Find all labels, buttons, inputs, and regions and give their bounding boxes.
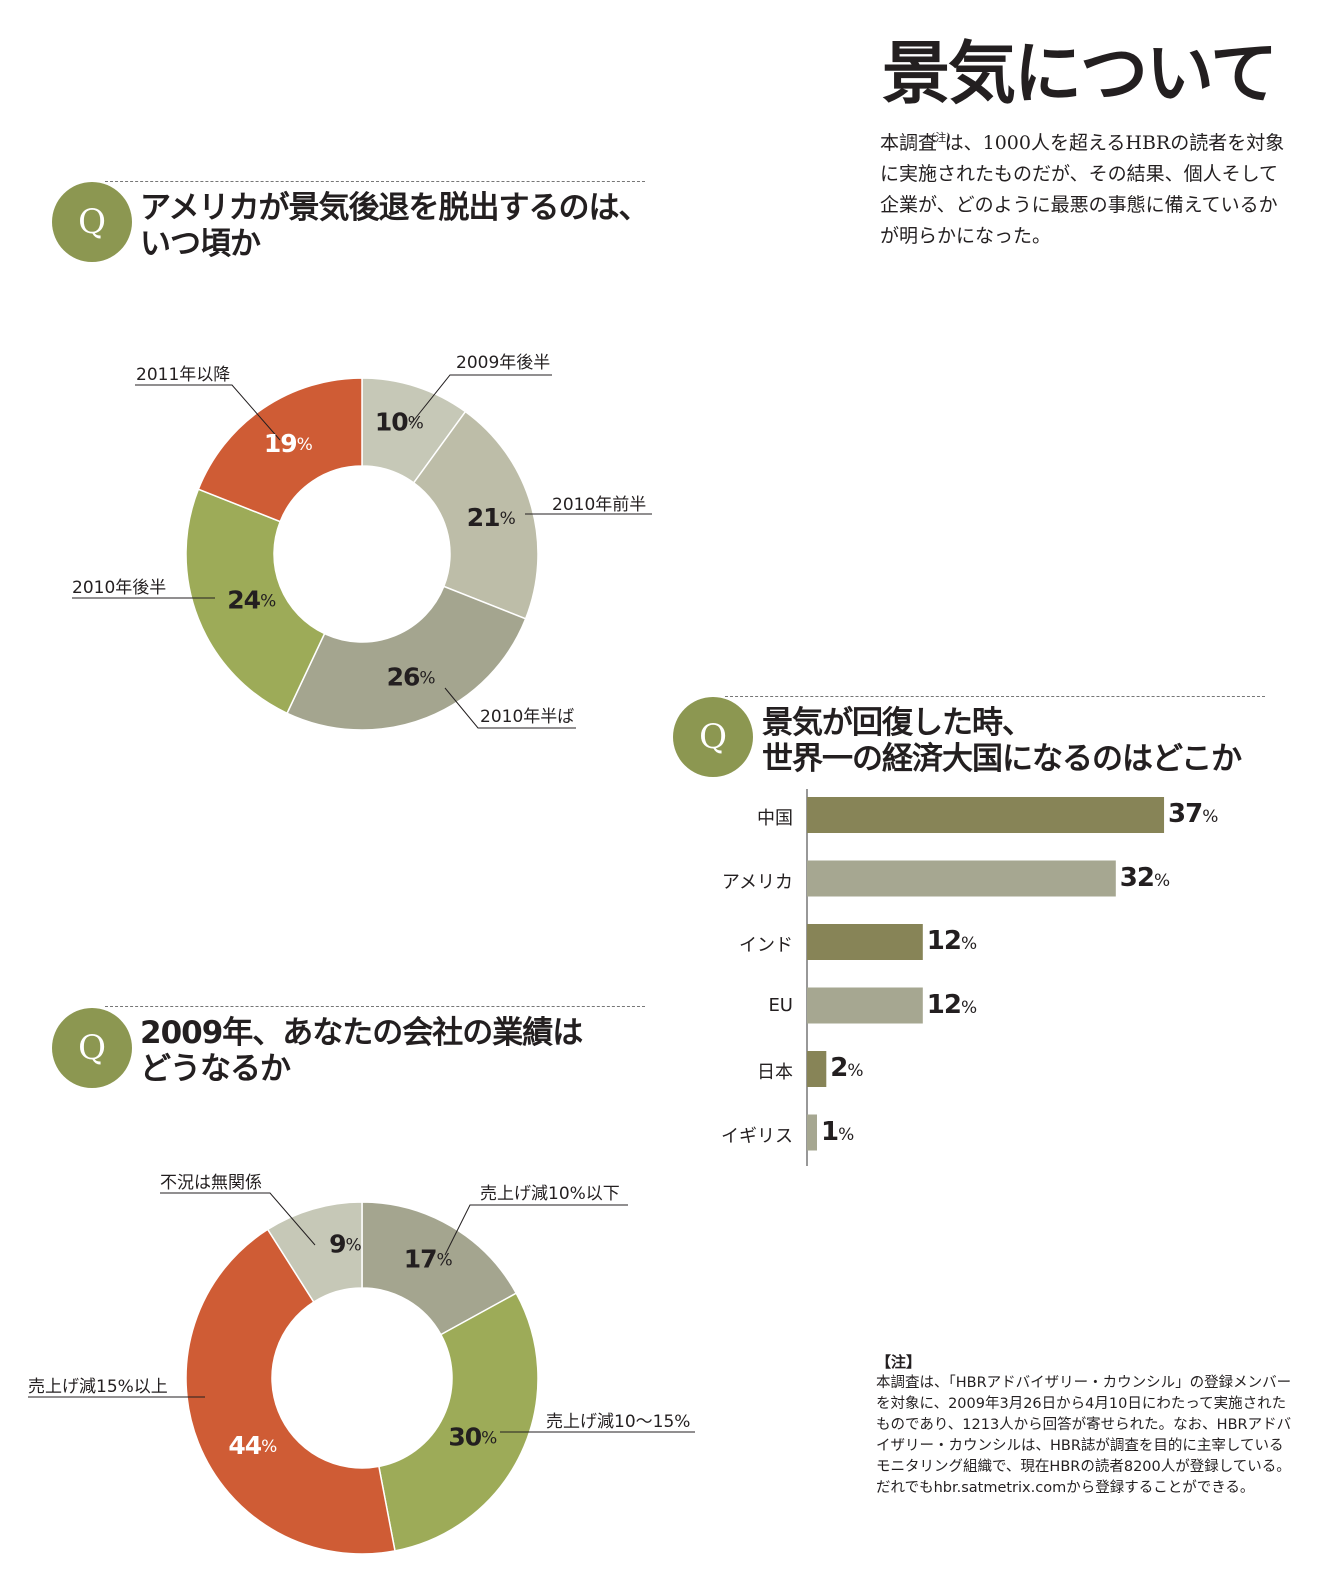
q1-title: アメリカが景気後退を脱出するのは、 いつ頃か <box>140 190 649 262</box>
footnote-title: 【注】 <box>876 1353 922 1371</box>
q1-title-line1: アメリカが景気後退を脱出するのは、 <box>140 190 649 226</box>
q3-title-line2: どうなるか <box>140 1051 291 1087</box>
donut3-label-2: 売上げ減10〜15% <box>546 1412 690 1432</box>
donut1-label-1: 2009年後半 <box>456 353 550 373</box>
donut1-slice-2 <box>412 410 539 620</box>
donut3-slice-2 <box>377 1292 539 1552</box>
bar-3 <box>807 924 923 960</box>
intro-note-mark: (注) <box>931 131 951 144</box>
bar-6 <box>807 1114 817 1151</box>
donut1-leader-1 <box>409 374 552 426</box>
bar-value-3: 12% <box>926 926 977 956</box>
q2-title-line2: 世界一の経済大国になるのはどこか <box>762 741 1242 777</box>
bar-value-5: 2% <box>830 1053 863 1083</box>
bar-label-3: インド <box>739 935 793 956</box>
intro-text: 本調査(注)は、1000人を超えるHBRの読者を対象に実施されたものだが、その結… <box>880 128 1290 252</box>
bar-label-2: アメリカ <box>721 871 793 893</box>
donut1-slice-3 <box>286 585 527 731</box>
q1-divider <box>105 181 645 182</box>
q3-divider <box>105 1006 645 1007</box>
bar-1 <box>807 797 1165 833</box>
donut1-label-4: 2010年後半 <box>72 578 166 598</box>
donut1-donut: 2009年後半 2010年前半 2010年半ば 2010年後半 2011年以降 <box>72 353 652 731</box>
bar-label-6: イギリス <box>721 1125 793 1147</box>
donut3-leader-4 <box>160 1192 316 1246</box>
donut3-slice-1 <box>361 1201 518 1336</box>
donut1-value-3: 26% <box>387 663 436 692</box>
bar-label-5: 日本 <box>757 1062 793 1083</box>
donut1-value-2: 21% <box>467 503 516 532</box>
bar-4 <box>807 987 923 1024</box>
donut1-value-1: 10% <box>375 407 424 436</box>
intro-after: は、1000人を超えるHBRの読者を対象に実施されたものだが、その結果、個人そし… <box>880 132 1285 247</box>
intro-before: 本調査 <box>880 132 938 154</box>
donut1-leader-5 <box>135 384 281 441</box>
donut3-leader-1 <box>444 1204 628 1256</box>
q1-title-line2: いつ頃か <box>140 226 261 262</box>
bar-2 <box>807 860 1116 897</box>
bar-label-4: EU <box>768 994 793 1016</box>
donut3-value-4: 9% <box>329 1229 361 1258</box>
bar-label-1: 中国 <box>757 808 793 829</box>
bar-value-6: 1% <box>821 1116 854 1147</box>
q2-title: 景気が回復した時、 世界一の経済大国になるのはどこか <box>762 705 1242 777</box>
donut1-label-3: 2010年半ば <box>480 707 574 727</box>
donut1-leader-3 <box>444 687 576 729</box>
q3-title: 2009年、あなたの会社の業績は どうなるか <box>140 1015 583 1087</box>
donut1-value-4: 24% <box>227 586 276 615</box>
bar-value-4: 12% <box>926 989 977 1020</box>
footnote: 【注】 本調査は、「HBRアドバイザリー・カウンシル」の登録メンバーを対象に、2… <box>876 1352 1296 1499</box>
donut3-value-2: 30% <box>448 1423 497 1452</box>
donut3-label-4: 不況は無関係 <box>160 1173 262 1193</box>
donut3-value-3: 44% <box>228 1431 277 1460</box>
q3-badge: Q <box>52 1008 132 1088</box>
q2-title-line1: 景気が回復した時、 <box>762 705 1033 741</box>
q2-badge: Q <box>673 697 753 777</box>
bar-value-2: 32% <box>1119 862 1170 893</box>
donut3-label-1: 売上げ減10%以下 <box>480 1184 620 1204</box>
donut1-slice-5 <box>197 377 363 523</box>
donut1-label-5: 2011年以降 <box>136 365 230 385</box>
q1-badge: Q <box>52 182 132 262</box>
q3-title-line1: 2009年、あなたの会社の業績は <box>140 1015 583 1051</box>
donut3-value-1: 17% <box>404 1245 453 1274</box>
bar-value-1: 37% <box>1168 799 1218 829</box>
donut3-slice-4 <box>266 1201 363 1304</box>
footnote-text: 本調査は、「HBRアドバイザリー・カウンシル」の登録メンバーを対象に、2009年… <box>876 1375 1292 1496</box>
donut1-label-2: 2010年前半 <box>552 495 646 515</box>
donut3-label-3: 売上げ減15%以上 <box>28 1377 168 1397</box>
donut3-slice-3 <box>185 1228 396 1555</box>
donut1-value-5: 19% <box>264 429 313 458</box>
bar-5 <box>807 1051 827 1087</box>
donut1-slice-4 <box>185 488 326 715</box>
q2-divider <box>725 696 1265 697</box>
page-title: 景気について <box>882 34 1278 114</box>
